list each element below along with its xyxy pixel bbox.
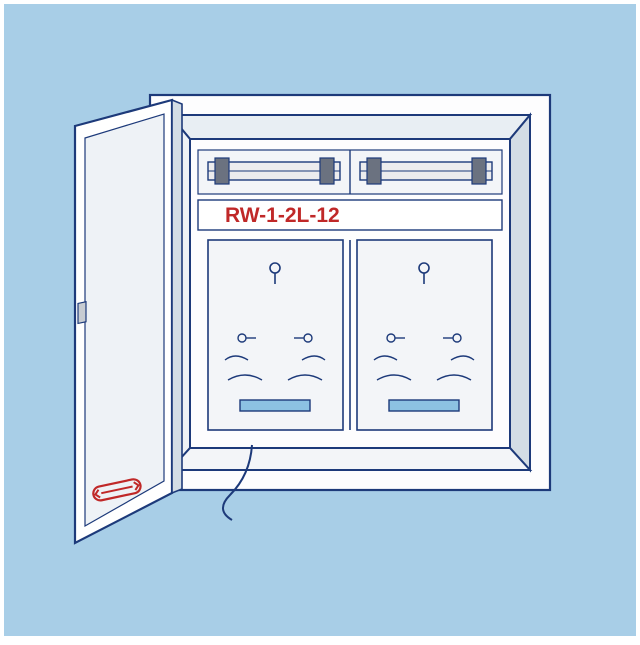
door-latch [78,302,86,324]
door-inner-shade [85,114,164,526]
diagram-scene: RW-1-2L-12 [0,0,640,640]
model-label: RW-1-2L-12 [225,204,340,227]
recess-top [170,115,530,139]
cabinet-svg: RW-1-2L-12 [0,0,640,640]
din-bracket-l2 [320,158,334,184]
recess-bottom [170,448,530,470]
meter-plate-right [357,240,492,430]
din-bracket-r2 [472,158,486,184]
slot-left [240,400,310,411]
meter-plate-left [208,240,343,430]
slot-right [389,400,459,411]
din-bracket-r1 [367,158,381,184]
din-bracket-l1 [215,158,229,184]
door-group [75,100,182,543]
recess-right [510,115,530,470]
door-edge [172,100,182,493]
